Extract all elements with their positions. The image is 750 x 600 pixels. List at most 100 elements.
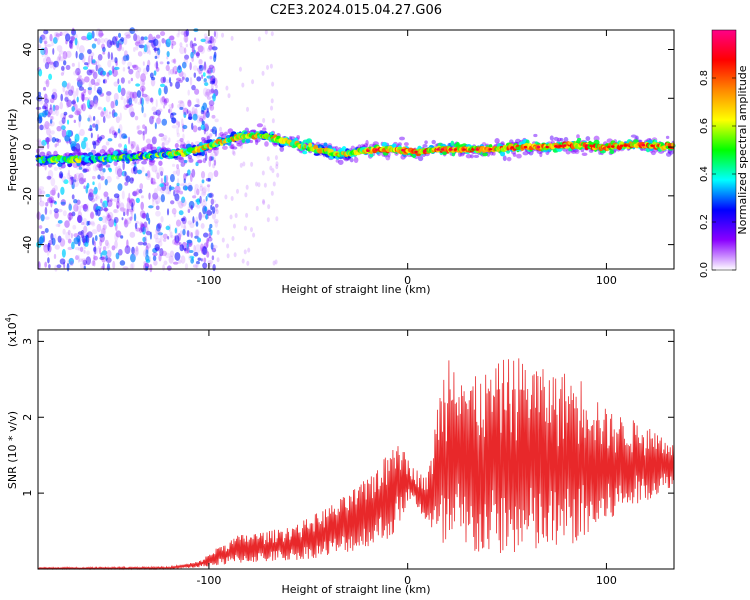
spectrogram-peak bbox=[589, 144, 593, 148]
spectrogram-cell bbox=[52, 47, 55, 55]
spectrogram-cell bbox=[55, 33, 61, 37]
spectrogram-cell bbox=[81, 179, 85, 184]
snr-x-tick-label: 0 bbox=[404, 574, 411, 587]
spectrogram-cell bbox=[506, 150, 510, 154]
spectrogram-cell bbox=[328, 149, 334, 153]
spectrogram-cell bbox=[171, 124, 177, 129]
spectrogram-cell bbox=[71, 100, 76, 105]
spectrogram-cell bbox=[56, 62, 60, 68]
spectrogram-cell bbox=[257, 36, 261, 42]
spectrogram-cell bbox=[270, 98, 274, 104]
spectrogram-cell bbox=[174, 240, 180, 246]
spectrogram-cell bbox=[125, 104, 131, 108]
spectrogram-cell bbox=[100, 175, 105, 181]
spectrogram-cell bbox=[80, 91, 86, 97]
spectrogram-cell bbox=[150, 181, 157, 185]
spectrogram-cell bbox=[191, 256, 194, 261]
spectrogram-cell bbox=[119, 260, 126, 266]
spectrogram-cell bbox=[80, 104, 84, 111]
spectrogram-cell bbox=[197, 98, 200, 107]
spectrogram-cell bbox=[533, 133, 538, 138]
spectrogram-cell bbox=[198, 64, 204, 72]
spectrogram-cell bbox=[160, 137, 167, 142]
spectrogram-cell bbox=[155, 205, 160, 210]
spectrogram-cell bbox=[73, 237, 80, 245]
spectrogram-cell bbox=[129, 91, 135, 99]
spectrogram-cell bbox=[108, 147, 115, 154]
spectrogram-cell bbox=[40, 214, 45, 222]
spectrogram-cell bbox=[70, 232, 73, 239]
spectrogram-cell bbox=[161, 142, 165, 148]
spectrogram-cell bbox=[180, 255, 186, 264]
spectrogram-cell bbox=[179, 106, 184, 111]
spectrogram-cell bbox=[72, 90, 77, 99]
colorbar-bar bbox=[712, 30, 736, 270]
spectrogram-cell bbox=[105, 114, 111, 119]
spectrogram-cell bbox=[57, 219, 63, 224]
spectrogram-cell bbox=[208, 89, 215, 95]
spectrogram-cell bbox=[132, 160, 136, 165]
spectrogram-cell bbox=[274, 155, 278, 161]
spectrogram-cell bbox=[192, 219, 196, 223]
spectrogram-cell bbox=[130, 141, 136, 149]
spectrogram-cell bbox=[246, 106, 250, 112]
spectrogram-cell bbox=[96, 78, 101, 84]
spectrogram-cell bbox=[210, 68, 213, 73]
spectrogram-cell bbox=[171, 207, 177, 215]
spectrogram-cell bbox=[226, 243, 230, 249]
spectrogram-cell bbox=[169, 174, 175, 183]
spectrogram-cell bbox=[73, 203, 79, 212]
spectrogram-cell bbox=[161, 250, 167, 257]
spectrogram-cell bbox=[108, 128, 112, 135]
spectrogram-cell bbox=[113, 218, 117, 227]
spectrogram-cell bbox=[142, 241, 147, 246]
spectrogram-cell bbox=[140, 195, 144, 199]
spectrogram-cell bbox=[44, 41, 47, 47]
spectrogram-cell bbox=[422, 144, 428, 148]
spectrogram-cell bbox=[183, 178, 186, 184]
spectrogram-cell bbox=[137, 51, 143, 57]
spectrogram-cell bbox=[235, 188, 239, 194]
spectrogram-cell bbox=[87, 192, 94, 201]
spectrogram-cell bbox=[114, 99, 119, 107]
spectrogram-cell bbox=[199, 46, 206, 54]
spectrogram-cell bbox=[116, 40, 120, 49]
spectrogram-cell bbox=[142, 130, 145, 136]
spectrogram-cell bbox=[38, 225, 43, 229]
spectrogram-cell bbox=[494, 138, 500, 144]
spectrogram-cell bbox=[69, 138, 72, 145]
spectrogram-cell bbox=[323, 142, 328, 147]
spectrogram-cell bbox=[241, 82, 245, 88]
spectrogram-cell bbox=[211, 255, 215, 261]
spectrogram-x-tick-label: -100 bbox=[196, 274, 221, 287]
spectrogram-cell bbox=[175, 81, 181, 90]
spectrogram-cell bbox=[83, 136, 88, 142]
spectrogram-cell bbox=[116, 201, 120, 209]
spectrogram-cell bbox=[187, 184, 193, 192]
spectrogram-cell bbox=[157, 222, 162, 229]
spectrogram-cell bbox=[59, 258, 66, 265]
spectrogram-cell bbox=[41, 124, 48, 130]
snr-scale-factor: (x104) bbox=[4, 313, 19, 347]
spectrogram-cell bbox=[143, 221, 148, 228]
spectrogram-cell bbox=[155, 109, 161, 116]
spectrogram-cell bbox=[50, 106, 57, 116]
spectrogram-cell bbox=[60, 186, 65, 196]
spectrogram-cell bbox=[115, 166, 119, 175]
spectrogram-cell bbox=[450, 140, 455, 147]
spectrogram-cell bbox=[202, 246, 208, 256]
spectrogram-cell bbox=[142, 249, 148, 258]
spectrogram-cell bbox=[206, 251, 210, 258]
spectrogram-cell bbox=[120, 87, 126, 97]
spectrogram-cell bbox=[80, 204, 85, 208]
spectrogram-cell bbox=[250, 161, 254, 167]
spectrogram-cell bbox=[174, 185, 181, 193]
spectrogram-cell bbox=[216, 257, 220, 263]
spectrogram-cell bbox=[127, 91, 132, 96]
spectrogram-cell bbox=[44, 206, 48, 215]
spectrogram-cell bbox=[81, 93, 85, 103]
spectrogram-cell bbox=[177, 103, 181, 109]
spectrogram-cell bbox=[99, 234, 105, 243]
spectrogram-cell bbox=[83, 185, 86, 190]
spectrogram-cell bbox=[272, 260, 276, 266]
